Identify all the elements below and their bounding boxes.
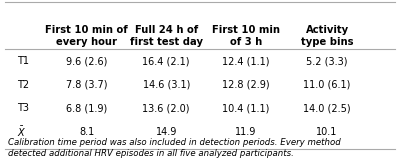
Text: 12.4 (1.1): 12.4 (1.1) [222, 56, 270, 66]
Text: T2: T2 [17, 80, 30, 90]
Text: 14.6 (3.1): 14.6 (3.1) [142, 80, 190, 90]
Text: First 10 min of
every hour: First 10 min of every hour [46, 25, 128, 47]
Text: 5.2 (3.3): 5.2 (3.3) [306, 56, 348, 66]
Text: 6.8 (1.9): 6.8 (1.9) [66, 103, 108, 113]
Text: 12.8 (2.9): 12.8 (2.9) [222, 80, 270, 90]
Text: 9.6 (2.6): 9.6 (2.6) [66, 56, 108, 66]
Text: T1: T1 [17, 56, 29, 66]
Text: 10.4 (1.1): 10.4 (1.1) [222, 103, 269, 113]
Text: 11.9: 11.9 [235, 127, 256, 137]
Text: 14.9: 14.9 [156, 127, 177, 137]
Text: 11.0 (6.1): 11.0 (6.1) [304, 80, 351, 90]
Text: Activity
type bins: Activity type bins [301, 25, 353, 47]
Text: 14.0 (2.5): 14.0 (2.5) [303, 103, 351, 113]
Text: $\bar{X}$: $\bar{X}$ [17, 125, 26, 139]
Text: 13.6 (2.0): 13.6 (2.0) [142, 103, 190, 113]
Text: T3: T3 [17, 103, 29, 113]
Text: Calibration time period was also included in detection periods. Every method
det: Calibration time period was also include… [8, 138, 341, 158]
Text: First 10 min
of 3 h: First 10 min of 3 h [212, 25, 280, 47]
Text: 16.4 (2.1): 16.4 (2.1) [142, 56, 190, 66]
Text: 8.1: 8.1 [79, 127, 94, 137]
Text: 7.8 (3.7): 7.8 (3.7) [66, 80, 108, 90]
Text: Full 24 h of
first test day: Full 24 h of first test day [130, 25, 203, 47]
Text: 10.1: 10.1 [316, 127, 338, 137]
